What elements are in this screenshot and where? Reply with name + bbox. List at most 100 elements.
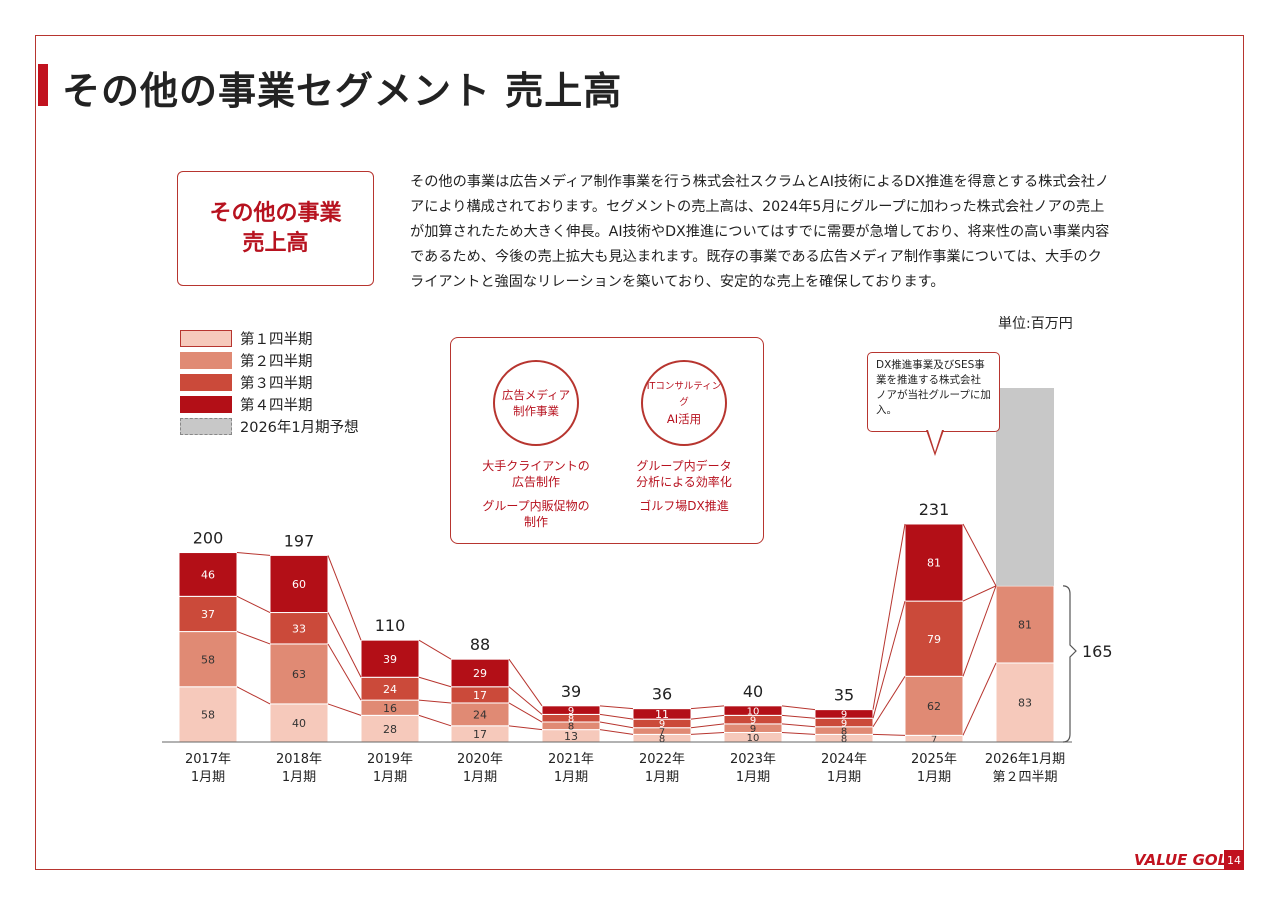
x-tick-label-7-b: 1月期: [736, 770, 770, 785]
connector-line-9-q1: [962, 662, 997, 736]
data-label-4-q4: 29: [473, 667, 487, 680]
legend-label-q3: 第３四半期: [240, 376, 313, 392]
forecast-total-label: 165: [1082, 642, 1113, 661]
segment-label-line2: 売上高: [242, 230, 309, 256]
total-label-1: 200: [193, 529, 224, 548]
connector-line-2-q2: [327, 643, 362, 701]
data-label-1-q3: 37: [201, 608, 215, 621]
legend-item-q3: 第３四半期: [180, 372, 313, 393]
data-label-5-q1: 13: [564, 730, 578, 743]
connector-line-2-q3: [327, 612, 362, 678]
connector-line-1-q2: [236, 631, 271, 645]
data-label-9-q1: 7: [931, 734, 937, 745]
data-label-5-q2: 8: [568, 722, 574, 733]
connector-line-1-q1: [236, 686, 271, 705]
legend-item-forecast: 2026年1月期予想: [180, 416, 359, 437]
x-tick-label-3-a: 2019年: [367, 752, 413, 767]
legend-label-forecast: 2026年1月期予想: [240, 420, 359, 436]
connector-line-4-q2: [508, 702, 543, 723]
segment-label-box: その他の事業 売上高: [177, 171, 374, 286]
data-label-6-q2: 7: [659, 727, 665, 738]
bar-segment-6-q4: [632, 708, 692, 720]
connector-line-1-q4: [236, 552, 271, 556]
bar-segment-2-q2: [269, 643, 329, 705]
data-label-4-q3: 17: [473, 689, 487, 702]
x-tick-label-6-a: 2022年: [639, 752, 685, 767]
x-tick-label-4-a: 2020年: [457, 752, 503, 767]
legend-item-q1: 第１四半期: [180, 328, 313, 349]
bar-segment-1-q1: [178, 686, 238, 743]
data-label-1-q4: 46: [201, 569, 215, 582]
forecast-bracket: [1062, 585, 1077, 743]
data-label-7-q2: 9: [750, 724, 756, 735]
data-label-9-q2: 62: [927, 700, 941, 713]
connector-line-5-q3: [599, 713, 634, 720]
connector-line-9-q2: [962, 585, 997, 677]
forecast-bar-segment: [996, 388, 1054, 586]
connector-line-7-q3: [781, 714, 816, 719]
x-tick-label-2-a: 2018年: [276, 752, 322, 767]
connector-line-8-q1: [872, 733, 906, 736]
x-tick-label-4-b: 1月期: [463, 770, 497, 785]
bar-segment-3-q4: [360, 639, 420, 678]
data-label-3-q4: 39: [383, 653, 397, 666]
total-label-3: 110: [375, 616, 406, 635]
bar-segment-9-q4: [904, 523, 964, 602]
legend-swatch-q1: [180, 330, 232, 347]
data-label-7-q4: 10: [747, 706, 760, 717]
data-label-6-q4: 11: [655, 708, 669, 721]
data-label-10-q2: 81: [1018, 619, 1032, 632]
legend-label-q4: 第４四半期: [240, 398, 313, 414]
connector-line-5-q1: [599, 729, 634, 735]
noah-acquisition-callout: DX推進事業及びSES事業を推進する株式会社ノアが当社グループに加入。: [867, 352, 1000, 432]
bar-segment-1-q2: [178, 631, 238, 688]
x-tick-label-1-b: 1月期: [191, 770, 225, 785]
total-label-2: 197: [284, 531, 315, 550]
data-label-10-q1: 83: [1018, 697, 1032, 710]
it-detail-1a: グループ内データ: [636, 459, 732, 473]
data-label-2-q3: 33: [292, 622, 306, 635]
bar-segment-7-q4: [723, 705, 783, 716]
legend-item-q4: 第４四半期: [180, 394, 313, 415]
x-tick-label-7-a: 2023年: [730, 752, 776, 767]
data-label-8-q3: 9: [841, 718, 847, 729]
data-label-1-q1: 58: [201, 709, 215, 722]
it-detail-2: ゴルフ場DX推進: [639, 499, 729, 513]
legend-swatch-q4: [180, 396, 232, 413]
x-tick-label-1-a: 2017年: [185, 752, 231, 767]
connector-line-6-q2: [690, 723, 725, 729]
connector-line-5-q2: [599, 721, 634, 729]
title-accent-bar: [38, 64, 48, 106]
data-label-7-q3: 9: [750, 715, 756, 726]
connector-line-5-q4: [599, 705, 634, 710]
unit-label: 単位:百万円: [998, 316, 1073, 332]
x-tick-label-8-a: 2024年: [821, 752, 867, 767]
data-label-7-q1: 10: [747, 733, 760, 744]
bar-segment-1-q4: [178, 552, 238, 597]
total-label-8: 35: [834, 686, 854, 705]
legend-swatch-q3: [180, 374, 232, 391]
bar-segment-10-q2: [995, 585, 1055, 664]
data-label-2-q1: 40: [292, 717, 306, 730]
connector-line-6-q3: [690, 714, 725, 720]
legend-swatch-forecast: [180, 418, 232, 435]
connector-line-2-q1: [327, 703, 362, 716]
connector-line-8-q2: [872, 676, 906, 728]
data-label-9-q4: 81: [927, 557, 941, 570]
bar-segment-3-q1: [360, 714, 420, 743]
bar-segment-9-q2: [904, 675, 964, 736]
bar-segment-2-q3: [269, 612, 329, 645]
ad-media-circle-line1: 広告メディア: [501, 388, 571, 402]
connector-line-4-q3: [508, 686, 543, 715]
ad-media-detail-1b: 広告制作: [511, 475, 560, 489]
connector-line-7-q2: [781, 723, 816, 728]
connector-line-3-q3: [418, 676, 452, 688]
x-tick-label-9-b: 1月期: [917, 770, 951, 785]
legend-swatch-q2: [180, 352, 232, 369]
data-label-8-q2: 8: [841, 726, 847, 737]
connector-line-6-q4: [690, 705, 725, 710]
x-tick-label-8-b: 1月期: [827, 770, 861, 785]
data-label-3-q3: 24: [383, 683, 397, 696]
x-tick-label-3-b: 1月期: [373, 770, 407, 785]
